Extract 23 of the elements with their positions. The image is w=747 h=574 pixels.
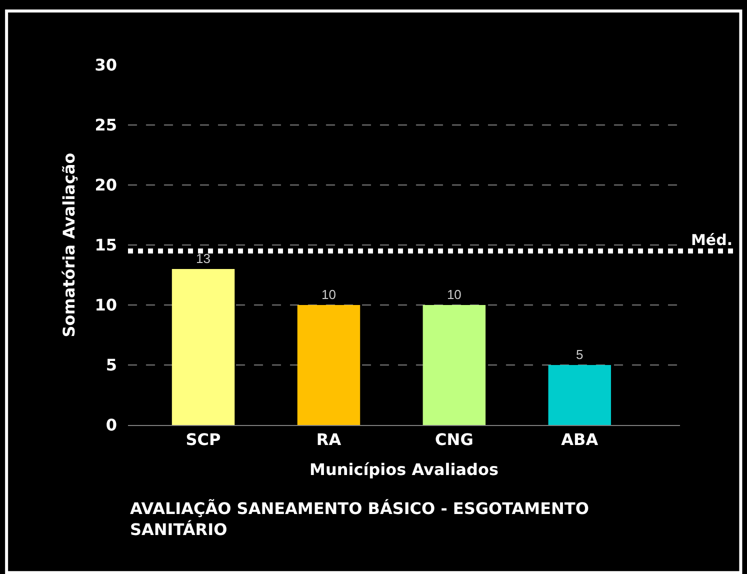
y-tick-label: 20 bbox=[94, 176, 117, 195]
data-label: 10 bbox=[321, 287, 336, 302]
y-tick-label: 0 bbox=[106, 416, 117, 435]
data-label: 5 bbox=[576, 347, 584, 362]
y-tick-label: 5 bbox=[106, 356, 117, 375]
ref-line-label: Méd. bbox=[691, 231, 733, 249]
text: AVALIAÇÃO SANEAMENTO BÁSICO - ESGOTAMENTO SANITÁRIO bbox=[130, 499, 589, 539]
bar bbox=[422, 305, 486, 425]
bar bbox=[548, 365, 611, 425]
y-tick-label: 10 bbox=[94, 296, 117, 315]
y-tick-label: 25 bbox=[94, 116, 117, 135]
y-axis-title: Somatória Avaliação bbox=[60, 152, 79, 338]
data-label: 10 bbox=[446, 287, 462, 302]
x-axis-title: Municípios Avaliados bbox=[310, 460, 498, 479]
bar bbox=[172, 269, 235, 425]
x-tick-label: CNG bbox=[435, 430, 474, 450]
x-tick-label: ABA bbox=[561, 430, 599, 450]
data-label: 13 bbox=[196, 251, 211, 266]
x-tick-label: SCP bbox=[186, 430, 222, 450]
x-tick-label: RA bbox=[316, 430, 342, 450]
y-tick-label: 15 bbox=[94, 236, 117, 255]
y-tick-label: 30 bbox=[94, 56, 117, 75]
bar bbox=[297, 305, 360, 425]
